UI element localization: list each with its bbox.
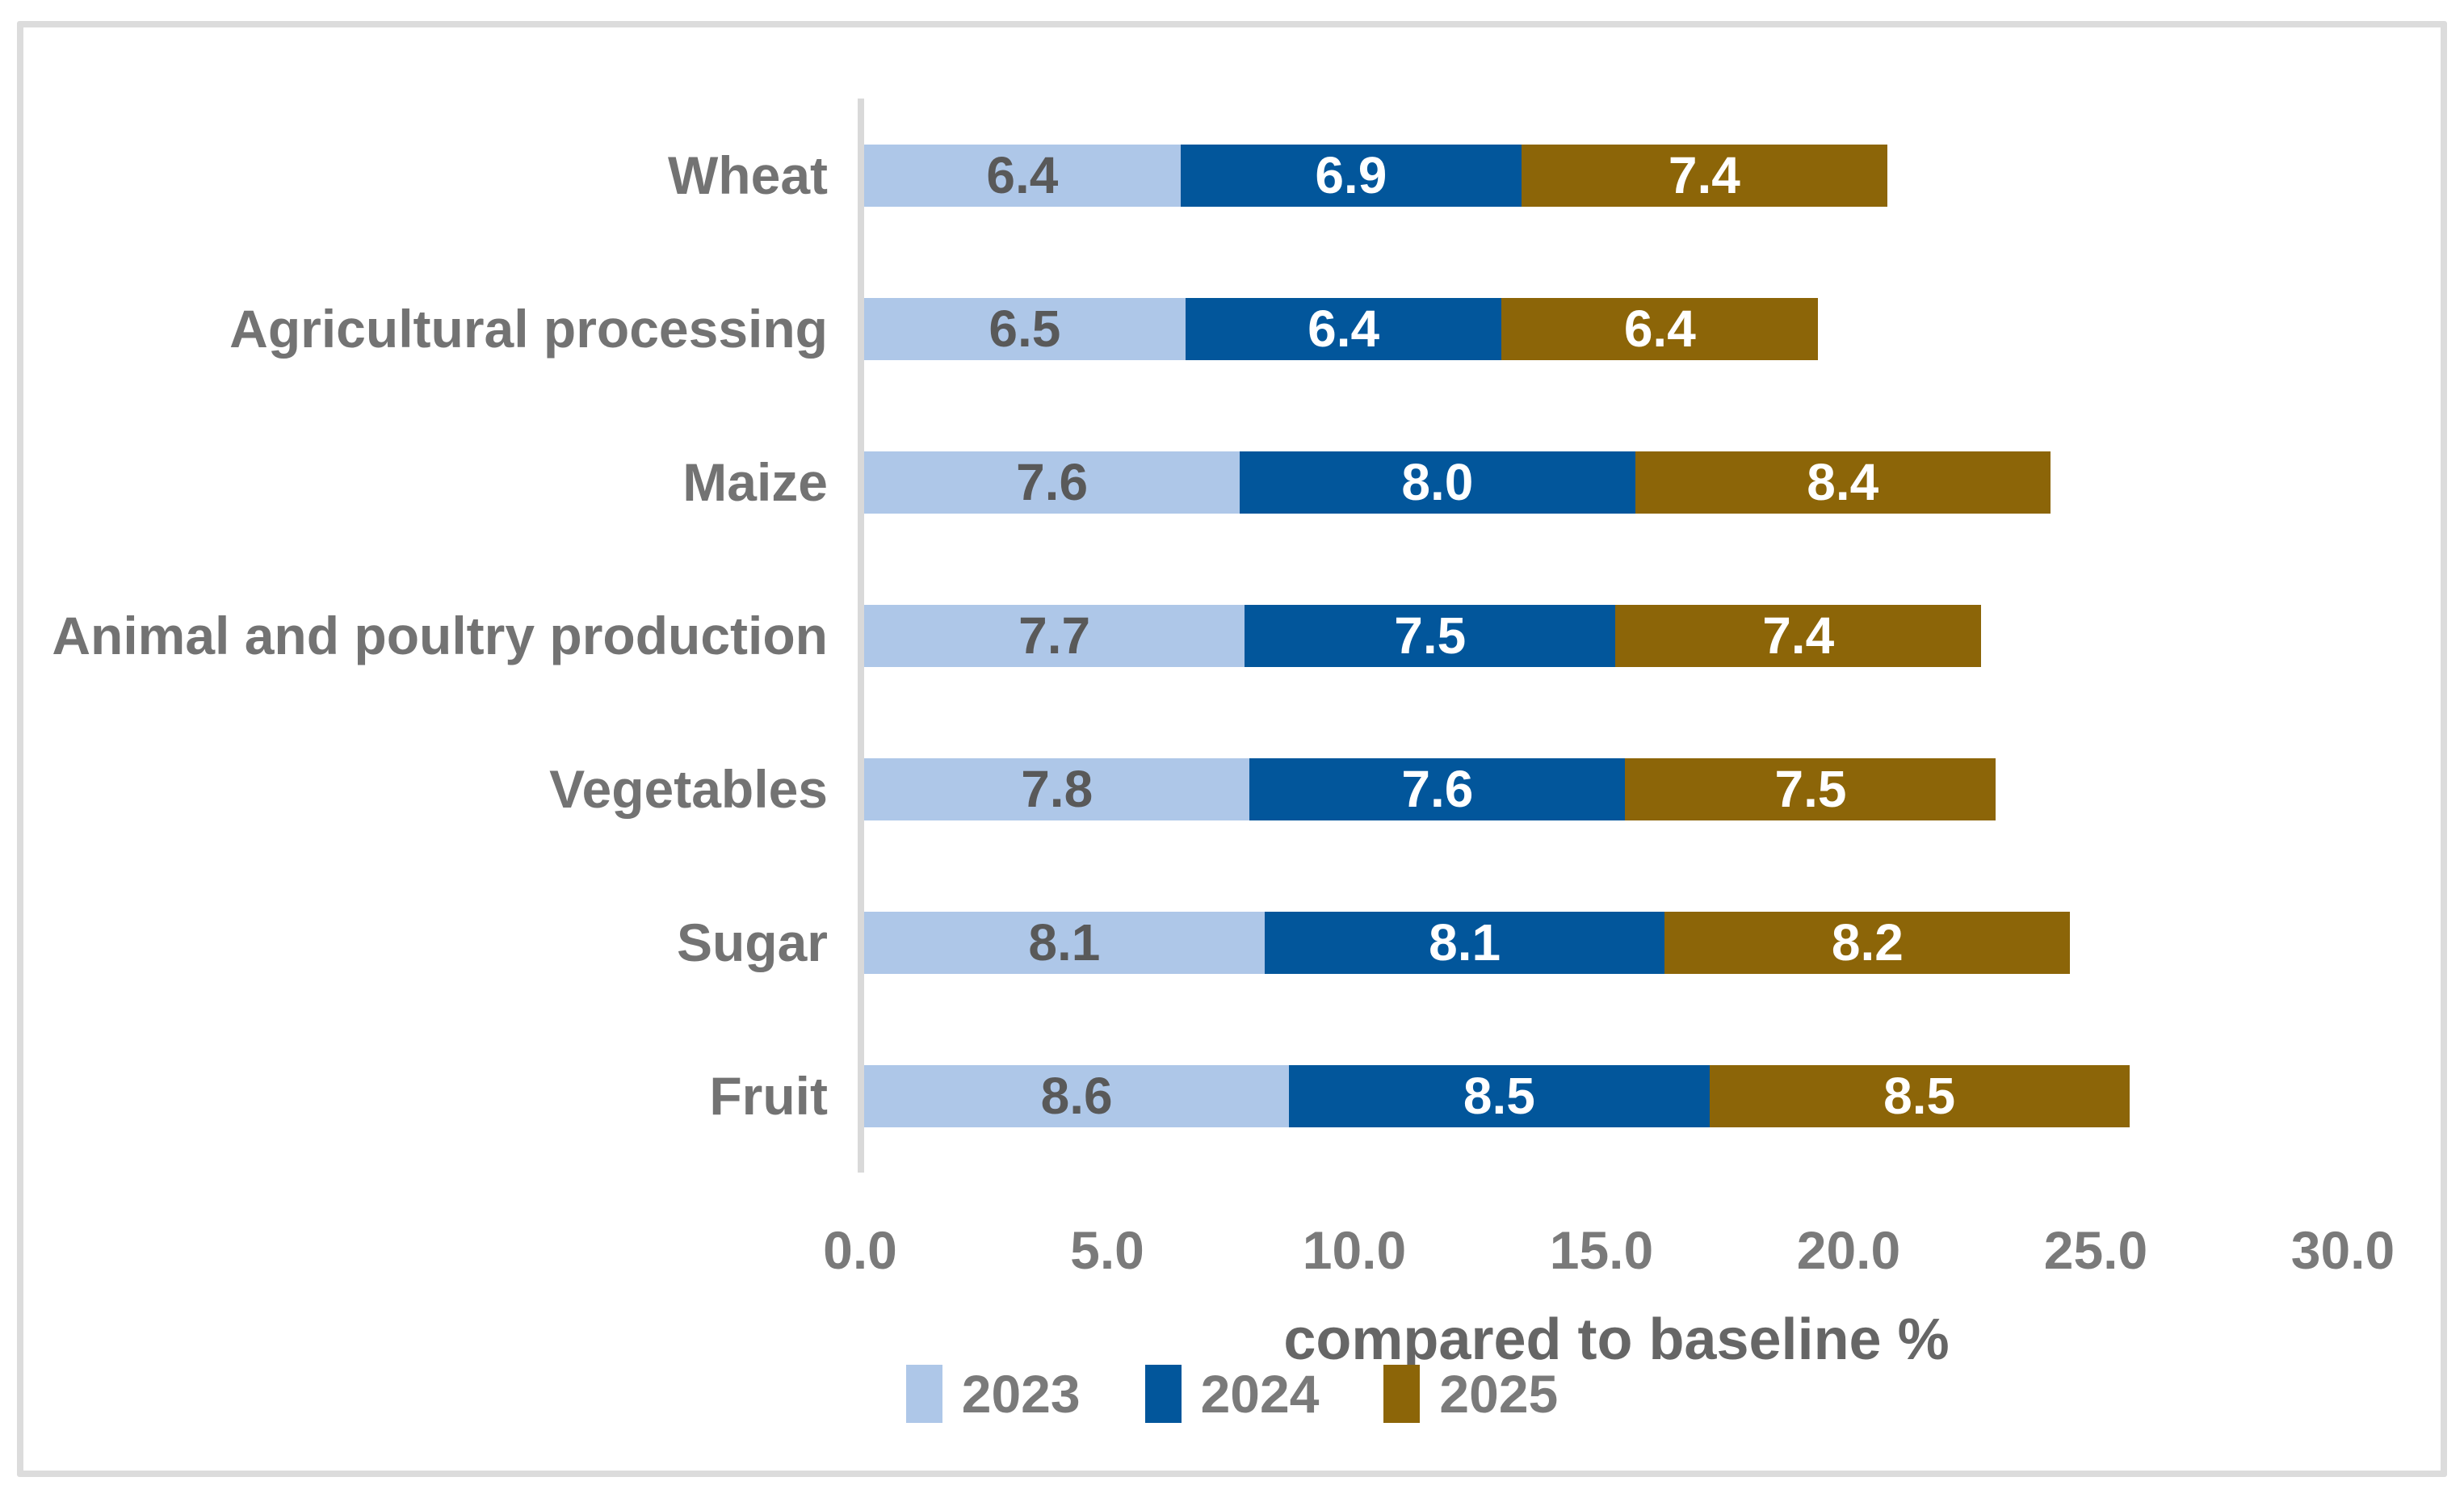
- bar-segment-2024: 8.1: [1264, 911, 1665, 974]
- bar-value-label: 6.5: [989, 300, 1061, 358]
- bar-value-label: 7.6: [1401, 760, 1474, 818]
- legend: 2023 2024 2025: [23, 1363, 2441, 1425]
- legend-item-2023: 2023: [905, 1363, 1081, 1425]
- bar-segment-2024: 6.4: [1185, 297, 1502, 360]
- legend-label: 2023: [961, 1364, 1081, 1424]
- bar-segment-2023: 6.5: [864, 297, 1186, 360]
- bar-value-label: 6.4: [986, 146, 1059, 204]
- x-tick-label: 0.0: [823, 1220, 897, 1280]
- bar-segment-2025: 7.4: [1521, 144, 1887, 207]
- legend-swatch-2023: [905, 1365, 942, 1423]
- category-label: Animal and poultry production: [52, 606, 828, 665]
- bar-value-label: 8.0: [1401, 453, 1474, 511]
- legend-label: 2024: [1200, 1364, 1320, 1424]
- bar-value-label: 6.4: [1308, 300, 1380, 358]
- x-tick-label: 25.0: [2043, 1220, 2148, 1280]
- bar-value-label: 7.6: [1016, 453, 1089, 511]
- bar-value-label: 7.4: [1762, 606, 1835, 665]
- x-tick-label: 30.0: [2290, 1220, 2395, 1280]
- bar-value-label: 7.7: [1018, 606, 1091, 665]
- bar-segment-2023: 6.4: [864, 144, 1181, 207]
- x-tick-label: 15.0: [1549, 1220, 1654, 1280]
- category-label: Maize: [682, 452, 828, 512]
- bar-value-label: 8.2: [1831, 913, 1904, 971]
- chart-frame: Wheat 6.4 6.9 7.4 Agricultural processing 6.5…: [17, 21, 2447, 1477]
- bar-segment-2024: 7.5: [1245, 604, 1616, 667]
- bar-segment-2025: 7.4: [1615, 604, 1982, 667]
- legend-swatch-2024: [1144, 1365, 1182, 1423]
- y-axis-line: [858, 99, 864, 1173]
- bar-value-label: 7.8: [1021, 760, 1093, 818]
- category-label: Sugar: [676, 913, 828, 972]
- bar-value-label: 8.1: [1429, 913, 1501, 971]
- bar-value-label: 6.4: [1623, 300, 1696, 358]
- category-label: Wheat: [668, 145, 828, 205]
- bar-segment-2024: 8.5: [1289, 1064, 1710, 1127]
- bar-segment-2024: 8.0: [1240, 451, 1635, 514]
- category-label: Vegetables: [549, 759, 828, 819]
- legend-label: 2025: [1439, 1364, 1559, 1424]
- legend-item-2024: 2024: [1144, 1363, 1320, 1425]
- bar-value-label: 8.1: [1028, 913, 1101, 971]
- bar-value-label: 7.4: [1668, 146, 1740, 204]
- bar-value-label: 6.9: [1315, 146, 1387, 204]
- bar-segment-2025: 8.4: [1635, 451, 2051, 514]
- x-tick-label: 10.0: [1302, 1220, 1407, 1280]
- bar-segment-2023: 8.6: [864, 1064, 1290, 1127]
- bar-value-label: 8.5: [1463, 1067, 1535, 1125]
- bar-segment-2023: 7.6: [864, 451, 1240, 514]
- bar-segment-2024: 6.9: [1180, 144, 1522, 207]
- category-label: Agricultural processing: [229, 299, 828, 359]
- x-tick-label: 5.0: [1070, 1220, 1144, 1280]
- bar-segment-2025: 8.5: [1709, 1064, 2130, 1127]
- bar-value-label: 8.4: [1807, 453, 1879, 511]
- category-label: Fruit: [709, 1066, 828, 1126]
- bar-segment-2023: 8.1: [864, 911, 1265, 974]
- bar-segment-2023: 7.7: [864, 604, 1245, 667]
- bar-segment-2025: 6.4: [1501, 297, 1819, 360]
- bar-segment-2024: 7.6: [1249, 757, 1626, 820]
- legend-item-2025: 2025: [1383, 1363, 1558, 1425]
- bar-segment-2023: 7.8: [864, 757, 1250, 820]
- bar-value-label: 7.5: [1394, 606, 1467, 665]
- bar-value-label: 8.5: [1883, 1067, 1956, 1125]
- bar-value-label: 7.5: [1774, 760, 1847, 818]
- x-tick-label: 20.0: [1796, 1220, 1901, 1280]
- legend-swatch-2025: [1383, 1365, 1421, 1423]
- bar-segment-2025: 8.2: [1664, 911, 2071, 974]
- bar-segment-2025: 7.5: [1625, 757, 1996, 820]
- x-axis-title: compared to baseline %: [1283, 1307, 1950, 1372]
- bar-value-label: 8.6: [1040, 1067, 1113, 1125]
